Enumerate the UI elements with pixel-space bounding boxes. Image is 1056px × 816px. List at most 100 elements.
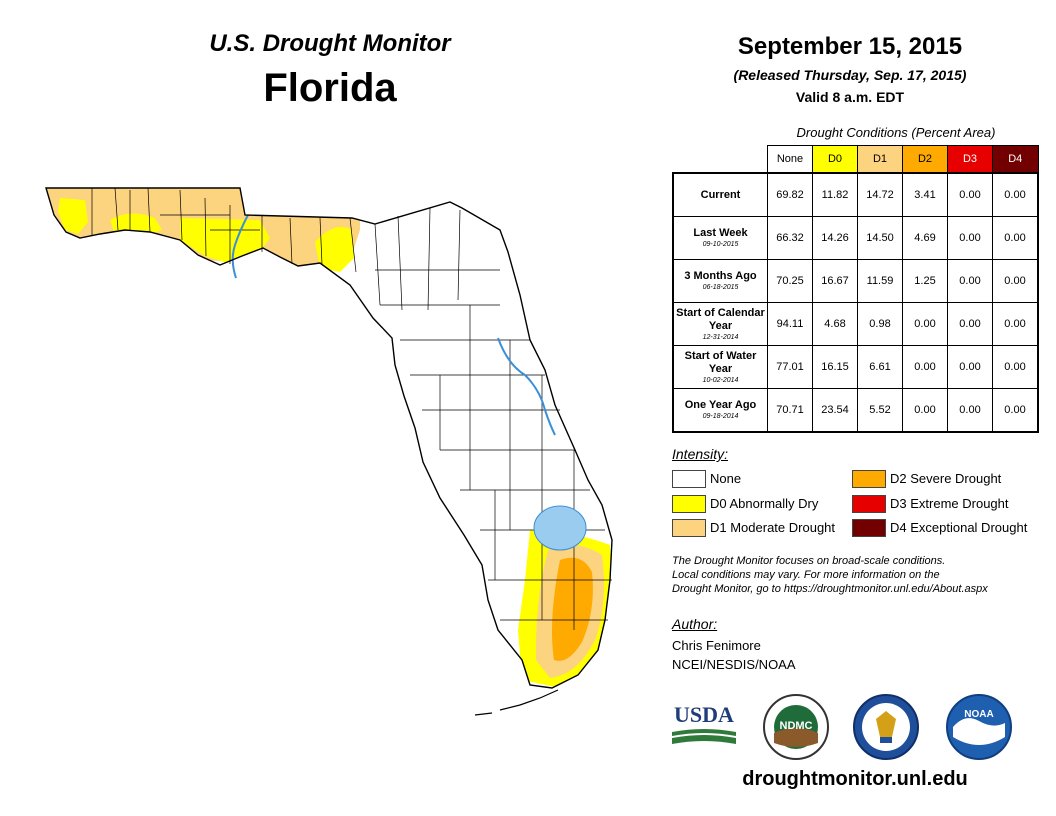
table-row: Last Week 09-10-2015 66.32 14.26 14.50 4.69 0.… [672,216,1039,260]
row-label: Current [672,172,768,217]
author-organization: NCEI/NESDIS/NOAA [672,657,796,672]
table-cell: 70.71 [767,388,813,433]
legend-item: D0 Abnormally Dry [672,495,862,513]
table-cell: 77.01 [767,345,813,389]
table-cell: 70.25 [767,259,813,303]
valid-time: Valid 8 a.m. EDT [795,89,905,105]
disclaimer-line: Local conditions may vary. For more info… [672,569,940,581]
table-cell: 11.82 [812,172,858,217]
table-cell: 0.00 [992,388,1039,433]
header-none: None [767,145,813,174]
legend-swatch [852,495,886,513]
table-header-row: None D0 D1 D2 D3 D4 [673,145,1039,174]
table-cell: 0.00 [947,345,993,389]
ndmc-logo: NDMC [763,694,829,760]
south-florida-d2 [552,557,593,661]
legend-item: None [672,470,862,488]
table-cell: 1.25 [902,259,948,303]
usda-logo-text: USDA [674,702,734,727]
legend-item: D2 Severe Drought [852,470,1042,488]
legend-title: Intensity: [672,446,729,462]
legend-swatch [672,470,706,488]
header-d0: D0 [812,145,858,174]
table-cell: 0.98 [857,302,903,346]
legend-label: D1 Moderate Drought [710,520,836,535]
table-cell: 0.00 [992,302,1039,346]
table-cell: 0.00 [992,345,1039,389]
table-cell: 66.32 [767,216,813,260]
table-cell: 16.15 [812,345,858,389]
legend-label: None [710,471,742,486]
legend-swatch [852,519,886,537]
table-cell: 0.00 [992,259,1039,303]
lake-okeechobee [533,505,587,551]
row-label-text: Start of Calendar Year [676,306,765,332]
disclaimer-text: The Drought Monitor focuses on broad-sca… [672,554,1042,596]
table-cell: 4.68 [812,302,858,346]
drought-conditions-table: None D0 D1 D2 D3 D4 Current 69.82 11.82 14.… [672,145,1039,433]
table-row: 3 Months Ago 06-18-2015 70.25 16.67 11.59 1.2… [672,259,1039,303]
table-cell: 3.41 [902,172,948,217]
table-cell: 0.00 [947,388,993,433]
legend-label: D3 Extreme Drought [890,496,1009,511]
table-cell: 0.00 [947,259,993,303]
table-cell: 14.26 [812,216,858,260]
legend-item: D3 Extreme Drought [852,495,1042,513]
table-row: One Year Ago 09-18-2014 70.71 23.54 5.52 0.00… [672,388,1039,433]
row-label: Last Week 09-10-2015 [672,216,768,260]
row-label: Start of Water Year 10-02-2014 [672,345,768,389]
table-row: Start of Water Year 10-02-2014 77.01 16.15 6… [672,345,1039,389]
row-label-text: Current [700,188,741,201]
row-label: 3 Months Ago 06-18-2015 [672,259,768,303]
header-blank [673,146,768,174]
legend-swatch [852,470,886,488]
table-row: Start of Calendar Year 12-31-2014 94.11 4.6… [672,302,1039,346]
table-cell: 0.00 [902,345,948,389]
noaa-logo: NOAA [946,694,1012,760]
map-date: September 15, 2015 [737,33,963,60]
row-date: 09-10-2015 [702,241,739,248]
table-cell: 4.69 [902,216,948,260]
row-date: 10-02-2014 [702,376,739,384]
row-label-text: Start of Water Year [684,349,757,375]
table-caption: Drought Conditions (Percent Area) [796,125,996,140]
row-date: 09-18-2014 [702,413,739,420]
row-label-text: One Year Ago [684,399,757,411]
monitor-title: U.S. Drought Monitor [209,30,451,57]
website-link[interactable]: droughtmonitor.unl.edu [742,768,968,790]
table-cell: 69.82 [767,172,813,217]
west-panhandle-d0 [58,198,88,234]
disclaimer-line: Drought Monitor, go to https://droughtmo… [672,583,988,595]
table-cell: 16.67 [812,259,858,303]
header-d1: D1 [857,145,903,174]
table-cell: 0.00 [902,302,948,346]
table-cell: 0.00 [947,302,993,346]
legend-item: D4 Exceptional Drought [852,519,1042,537]
header-d3: D3 [947,145,993,174]
table-cell: 5.52 [857,388,903,433]
table-cell: 0.00 [992,172,1039,217]
commerce-seal-logo [853,694,919,760]
table-cell: 14.72 [857,172,903,217]
table-cell: 0.00 [902,388,948,433]
table-cell: 0.00 [992,216,1039,260]
release-date: (Released Thursday, Sep. 17, 2015) [733,67,967,83]
county-boundaries [91,187,612,630]
row-label-text: 3 Months Ago [684,270,757,282]
table-cell: 94.11 [767,302,813,346]
row-label: Start of Calendar Year 12-31-2014 [672,302,768,346]
florida-drought-map [45,187,613,716]
author-heading: Author: [672,616,718,632]
usda-logo: USDA [672,702,736,744]
table-cell: 11.59 [857,259,903,303]
row-label-text: Last Week [693,227,748,239]
florida-outline [45,187,613,689]
table-cell: 23.54 [812,388,858,433]
table-cell: 0.00 [947,216,993,260]
disclaimer-line: The Drought Monitor focuses on broad-sca… [672,555,946,567]
legend-label: D4 Exceptional Drought [890,520,1028,535]
florida-keys [474,689,559,716]
apalachicola-river [231,214,249,279]
legend-swatch [672,495,706,513]
table-row: Current 69.82 11.82 14.72 3.41 0.00 0.00 [672,172,1039,217]
